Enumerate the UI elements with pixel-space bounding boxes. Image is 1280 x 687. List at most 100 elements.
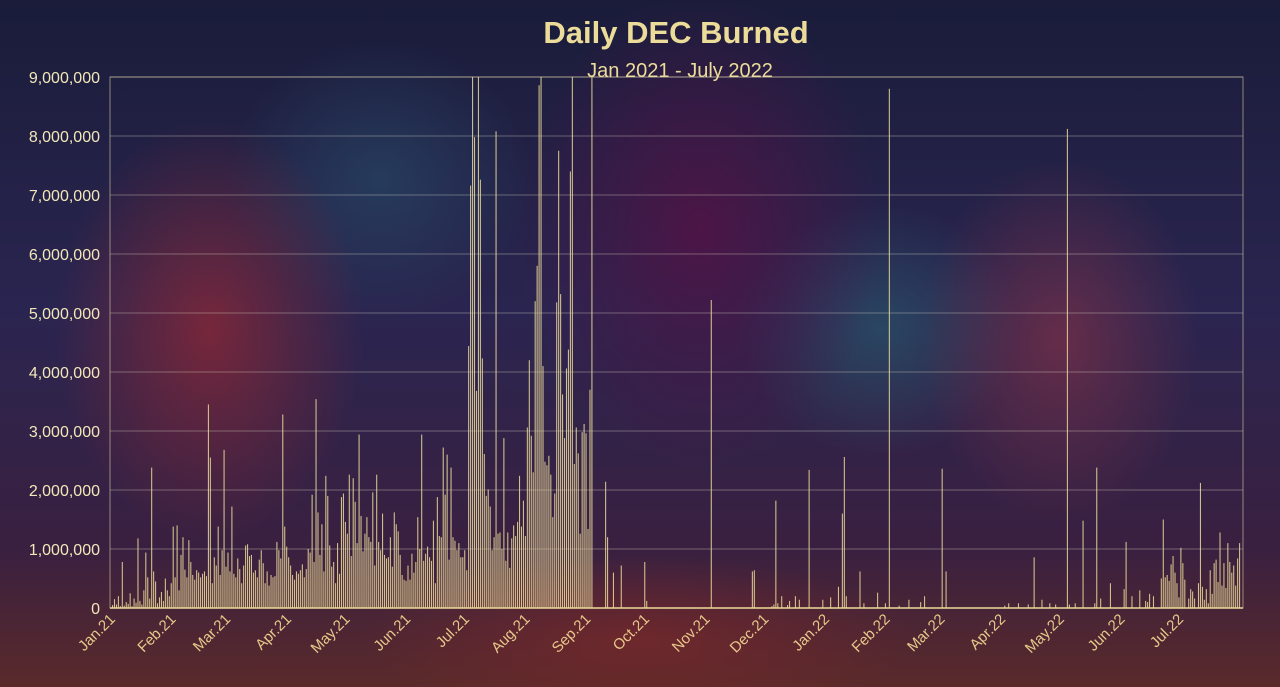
bar bbox=[532, 472, 534, 608]
bar bbox=[413, 572, 415, 608]
bar bbox=[1184, 579, 1186, 608]
bar bbox=[520, 526, 523, 608]
y-axis-ticks: 0 1,000,000 2,000,000 3,000,000 4,000,000 5,0… bbox=[29, 70, 100, 618]
bar bbox=[1197, 583, 1200, 608]
bar bbox=[233, 573, 235, 608]
bar bbox=[270, 574, 272, 608]
bar bbox=[288, 557, 290, 608]
bar bbox=[884, 603, 886, 608]
bar bbox=[403, 579, 405, 608]
bar bbox=[528, 360, 530, 608]
bar bbox=[329, 545, 331, 608]
x-tick-label: Apr.22 bbox=[966, 611, 1009, 654]
bar bbox=[301, 564, 303, 608]
y-tick-label: 5,000,000 bbox=[29, 306, 100, 323]
bar bbox=[121, 561, 123, 608]
bar bbox=[182, 537, 184, 608]
bar bbox=[575, 427, 577, 608]
bar bbox=[526, 427, 528, 608]
bar bbox=[1162, 519, 1164, 608]
bar bbox=[1125, 541, 1127, 608]
x-tick-label: Mar.22 bbox=[904, 611, 948, 655]
bar bbox=[1166, 574, 1168, 608]
bar bbox=[254, 570, 256, 608]
bar bbox=[808, 469, 810, 608]
bar bbox=[1139, 590, 1141, 608]
bar bbox=[544, 461, 546, 608]
bar bbox=[297, 573, 299, 608]
bar bbox=[877, 592, 879, 608]
bar bbox=[798, 599, 800, 608]
bar bbox=[511, 538, 513, 608]
bar bbox=[781, 596, 783, 608]
bar bbox=[560, 294, 562, 608]
bar bbox=[290, 565, 292, 608]
y-tick-label: 6,000,000 bbox=[29, 247, 100, 264]
bar bbox=[129, 593, 131, 608]
bar bbox=[151, 467, 153, 608]
bar bbox=[1223, 563, 1225, 608]
bar bbox=[135, 602, 137, 608]
bar bbox=[534, 301, 536, 608]
bar bbox=[245, 545, 247, 608]
bar bbox=[221, 550, 223, 608]
bar bbox=[1027, 604, 1029, 608]
bar bbox=[1239, 543, 1241, 608]
bar bbox=[123, 605, 125, 608]
bar bbox=[1004, 605, 1006, 608]
bar bbox=[248, 556, 251, 608]
bar bbox=[859, 571, 861, 608]
bar bbox=[133, 598, 135, 608]
bar bbox=[587, 528, 589, 608]
bar bbox=[266, 571, 268, 608]
bar bbox=[450, 467, 452, 608]
bar bbox=[468, 346, 470, 608]
bar bbox=[383, 554, 386, 608]
bar bbox=[393, 512, 395, 608]
bar bbox=[176, 525, 178, 608]
bar bbox=[612, 572, 614, 608]
bar bbox=[113, 599, 116, 608]
bar bbox=[1145, 600, 1147, 608]
bar bbox=[1231, 572, 1233, 608]
bar bbox=[1237, 558, 1239, 608]
bar bbox=[315, 399, 317, 608]
bar bbox=[1229, 561, 1231, 608]
bar bbox=[411, 553, 413, 608]
bar bbox=[358, 434, 360, 608]
bar bbox=[497, 533, 499, 608]
bar bbox=[571, 77, 573, 608]
bar bbox=[522, 500, 524, 608]
bar bbox=[180, 554, 182, 608]
bar bbox=[1199, 482, 1201, 608]
bar bbox=[1217, 582, 1219, 608]
bar bbox=[540, 77, 542, 608]
bar bbox=[841, 513, 843, 608]
bar bbox=[524, 536, 526, 608]
bar bbox=[487, 489, 489, 608]
bar bbox=[1160, 578, 1162, 608]
x-tick-label: Apr.21 bbox=[252, 611, 295, 654]
bar bbox=[235, 577, 237, 608]
bar bbox=[1178, 597, 1180, 608]
bar bbox=[166, 590, 168, 608]
plot-frame bbox=[109, 76, 1244, 609]
bar bbox=[196, 570, 198, 608]
bar bbox=[1164, 577, 1166, 608]
x-tick-label: May.21 bbox=[308, 611, 354, 657]
x-tick-label: Jul.22 bbox=[1147, 611, 1187, 651]
bar bbox=[325, 475, 327, 608]
bar bbox=[362, 551, 364, 608]
bar bbox=[1168, 580, 1170, 608]
bar bbox=[323, 571, 325, 608]
bar bbox=[344, 521, 346, 608]
bar bbox=[241, 583, 243, 608]
bar bbox=[830, 597, 832, 608]
bar bbox=[307, 549, 309, 608]
bar bbox=[1215, 559, 1217, 608]
bar bbox=[591, 77, 593, 608]
bar bbox=[479, 179, 481, 608]
bar bbox=[243, 565, 245, 608]
bar bbox=[477, 77, 479, 608]
bar bbox=[225, 566, 227, 608]
